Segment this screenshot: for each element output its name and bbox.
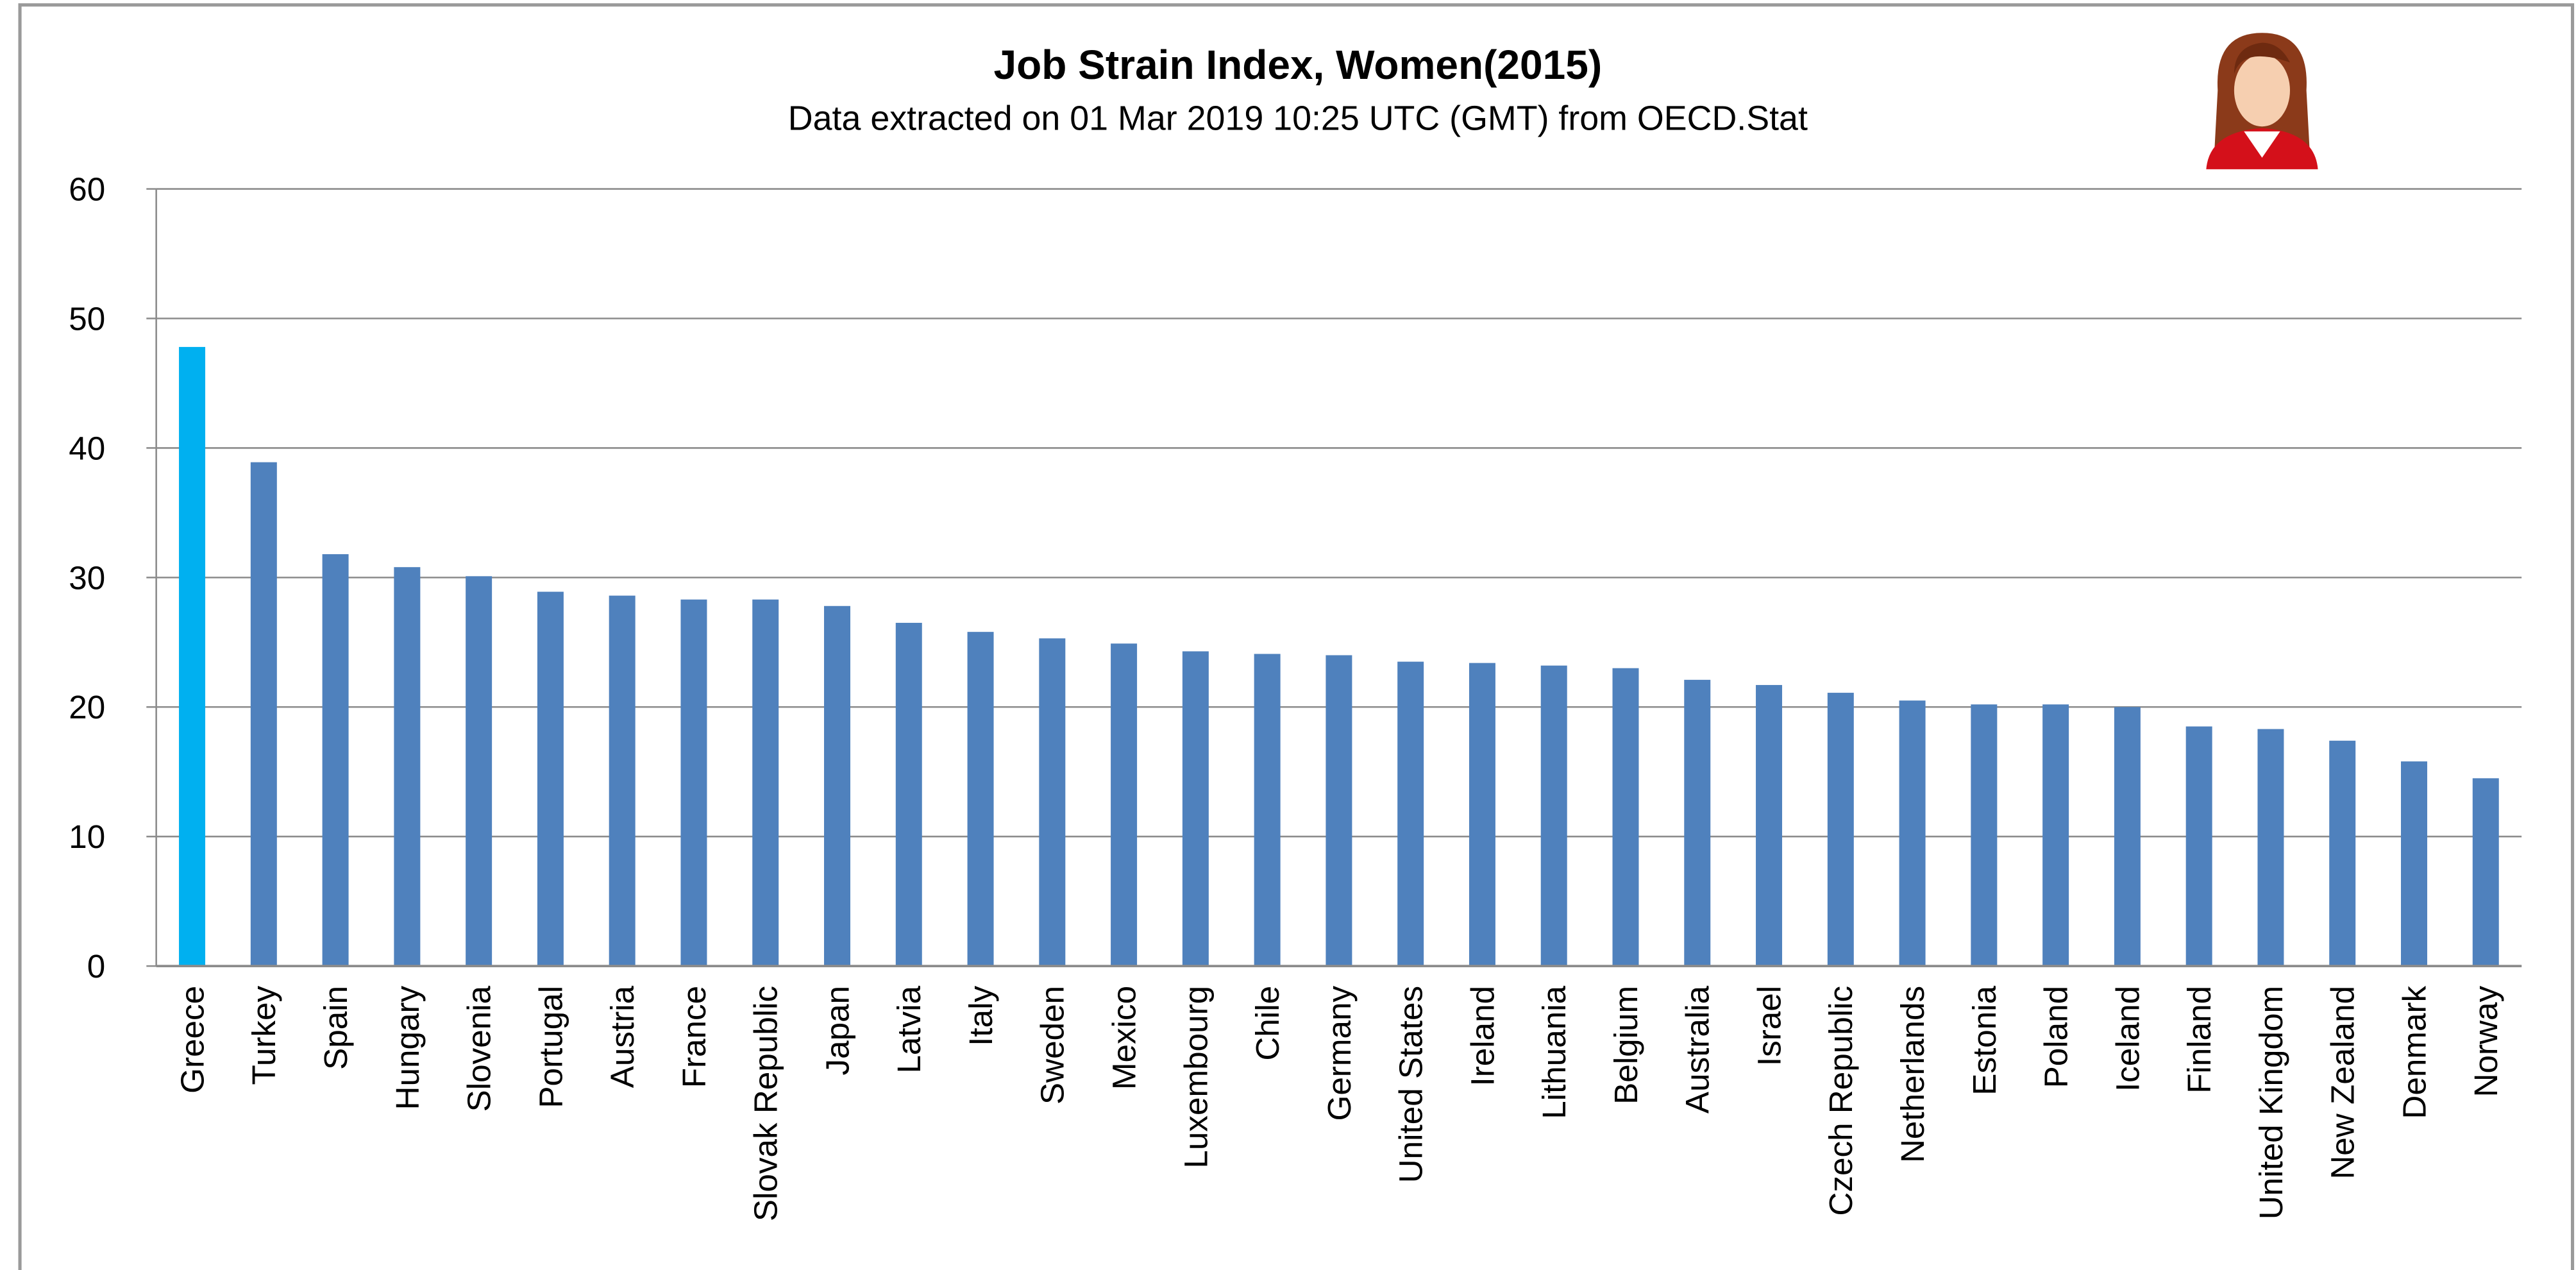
bar (1684, 679, 1711, 967)
bar (179, 346, 206, 967)
x-tick-label: Israel (1751, 986, 1787, 1066)
woman-icon (2206, 33, 2318, 169)
bar (466, 576, 492, 967)
y-tick-label: 50 (69, 300, 105, 337)
bar (1397, 661, 1424, 967)
x-tick-label: Chile (1249, 986, 1286, 1061)
bar (2257, 729, 2284, 967)
y-tick-label: 20 (69, 689, 105, 725)
x-tick-label: Estonia (1966, 985, 2003, 1095)
bar (1039, 638, 1066, 967)
y-tick-label: 0 (87, 948, 105, 985)
y-tick-label: 60 (69, 171, 105, 207)
x-tick-label: Belgium (1608, 986, 1644, 1105)
bar (1756, 684, 1783, 967)
y-tick-label: 10 (69, 818, 105, 855)
bar (1111, 643, 1138, 967)
x-tick-label: Lithuania (1536, 985, 1572, 1119)
bar (967, 632, 994, 967)
bar (1540, 665, 1567, 967)
bar (1254, 654, 1281, 967)
chart-frame (18, 3, 2575, 1270)
bar (680, 599, 707, 967)
bar (609, 595, 636, 967)
bar (895, 623, 922, 967)
x-tick-label: Poland (2038, 986, 2075, 1088)
bar (250, 462, 277, 967)
x-tick-label: Luxembourg (1177, 986, 1214, 1169)
bar (2185, 726, 2212, 967)
bar (1326, 655, 1352, 967)
y-tick-label: 40 (69, 430, 105, 466)
x-tick-label: Ireland (1464, 986, 1501, 1087)
bar (1827, 693, 1854, 967)
y-tick-label: 30 (69, 559, 105, 596)
x-tick-label: Mexico (1106, 986, 1143, 1090)
bar (2042, 704, 2069, 967)
bar (752, 599, 779, 967)
x-tick-label: Turkey (246, 985, 282, 1085)
x-tick-label: Norway (2468, 985, 2504, 1097)
bar (1612, 668, 1639, 967)
x-tick-label: Slovenia (461, 985, 498, 1112)
bar (1182, 651, 1209, 967)
bar (322, 554, 349, 967)
x-tick-label: Portugal (532, 986, 569, 1108)
x-tick-label: Germany (1321, 985, 1358, 1121)
x-tick-label: Australia (1679, 985, 1716, 1113)
x-tick-label: New Zealand (2325, 986, 2361, 1180)
x-tick-label: Japan (819, 986, 855, 1076)
chart-subtitle: Data extracted on 01 Mar 2019 10:25 UTC … (788, 99, 1808, 137)
bar (824, 605, 850, 967)
x-tick-label: Iceland (2109, 986, 2146, 1092)
x-tick-label: Austria (604, 985, 641, 1088)
x-tick-label: France (676, 986, 712, 1088)
bar (537, 591, 564, 967)
bar (1971, 704, 1998, 967)
x-tick-label: Italy (963, 985, 999, 1046)
x-tick-label: Denmark (2396, 985, 2432, 1119)
x-tick-label: United States (1393, 986, 1429, 1183)
x-tick-label: Spain (317, 986, 354, 1070)
x-tick-label: Sweden (1034, 986, 1071, 1105)
chart-title: Job Strain Index, Women(2015) (994, 42, 1603, 88)
x-tick-label: Netherlands (1894, 986, 1931, 1163)
bar (394, 567, 421, 967)
bar (2329, 740, 2356, 967)
x-tick-label: Latvia (891, 985, 927, 1073)
x-tick-label: Slovak Republic (748, 986, 784, 1221)
x-tick-label: Czech Republic (1823, 986, 1859, 1216)
bar (2114, 707, 2141, 967)
bar (2472, 778, 2499, 967)
x-tick-label: Finland (2181, 986, 2218, 1094)
bar (1469, 663, 1495, 967)
x-tick-label: United Kingdom (2253, 986, 2289, 1219)
bar (2400, 761, 2427, 967)
x-tick-label: Greece (174, 986, 210, 1094)
bar (1899, 700, 1926, 967)
x-tick-label: Hungary (389, 985, 426, 1110)
